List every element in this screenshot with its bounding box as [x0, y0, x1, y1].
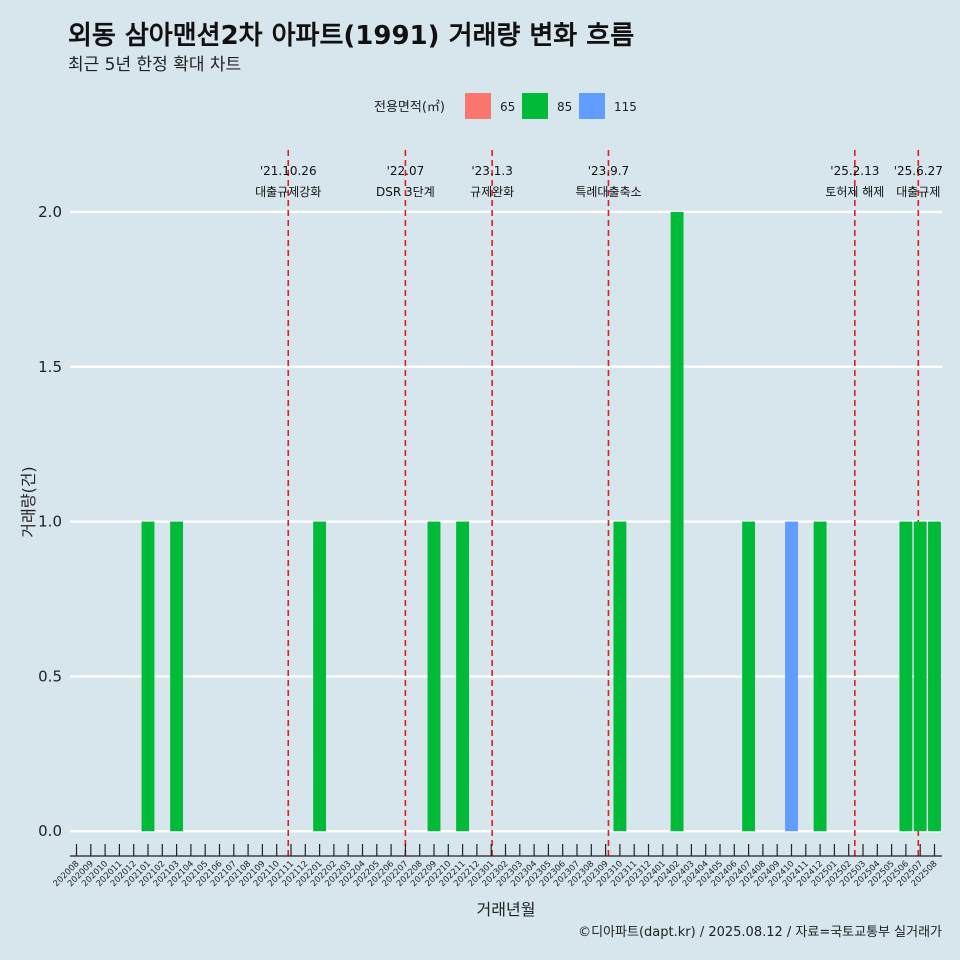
- x-axis: 2020082020092020102020112020122021012021…: [52, 844, 942, 889]
- legend-label-85: 85: [557, 100, 572, 114]
- y-tick-label: 0.0: [38, 822, 62, 840]
- y-tick-label: 1.0: [38, 513, 62, 531]
- bar-202211: [456, 521, 470, 832]
- event-desc-label: 토허제 해제: [825, 185, 884, 199]
- event-date-label: '21.10.26: [260, 164, 317, 178]
- y-tick-label: 1.5: [38, 358, 62, 376]
- legend-swatch-85: [522, 93, 548, 119]
- event-desc-label: 규제완화: [470, 185, 514, 199]
- event-desc-label: 특례대출축소: [575, 185, 641, 199]
- legend-label-65: 65: [500, 100, 515, 114]
- y-axis-ticks: 0.0 0.5 1.0 1.5 2.0: [38, 203, 62, 840]
- x-axis-title: 거래년월: [477, 900, 536, 919]
- bars: [141, 211, 941, 832]
- legend: 전용면적(㎡) 65 85 115: [374, 93, 637, 119]
- bar-202410: [785, 521, 798, 832]
- legend-swatch-115: [579, 93, 605, 119]
- y-axis-title: 거래량(건): [19, 466, 38, 537]
- event-labels: '21.10.26 대출규제강화 '22.07 DSR 3단계 '23.1.3 규제완화 '…: [255, 164, 943, 199]
- bar-202412: [813, 521, 827, 832]
- event-desc-label: 대출규제강화: [255, 185, 321, 199]
- legend-swatch-65: [465, 93, 491, 119]
- y-tick-label: 2.0: [38, 203, 62, 221]
- chart-title: 외동 삼아맨션2차 아파트(1991) 거래량 변화 흐름: [68, 21, 634, 51]
- event-desc-label: 대출규제: [896, 185, 940, 199]
- bar-202101: [141, 521, 155, 832]
- bar-202506: [899, 521, 913, 832]
- event-desc-label: DSR 3단계: [376, 185, 435, 199]
- bar-202508: [928, 521, 941, 832]
- legend-title: 전용면적(㎡): [374, 100, 445, 115]
- bar-202407: [742, 521, 756, 832]
- event-date-label: '25.6.27: [894, 164, 943, 178]
- event-date-label: '23.9.7: [588, 164, 629, 178]
- bar-202507: [913, 521, 927, 832]
- bar-202103: [170, 521, 184, 832]
- bar-202402: [670, 211, 684, 832]
- chart-subtitle: 최근 5년 한정 확대 차트: [68, 55, 241, 75]
- event-date-label: '23.1.3: [471, 164, 512, 178]
- bar-202310: [613, 521, 627, 832]
- y-tick-label: 0.5: [38, 667, 62, 685]
- event-date-label: '22.07: [387, 164, 425, 178]
- bar-202209: [427, 521, 441, 832]
- event-lines: [287, 150, 920, 856]
- source-caption: ©디아파트(dapt.kr) / 2025.08.12 / 자료=국토교통부 실…: [578, 925, 942, 940]
- event-date-label: '25.2.13: [830, 164, 879, 178]
- legend-label-115: 115: [614, 100, 637, 114]
- grid-lines: [70, 210, 942, 833]
- bar-202201: [313, 521, 327, 832]
- legend-items: 65 85 115: [465, 93, 637, 119]
